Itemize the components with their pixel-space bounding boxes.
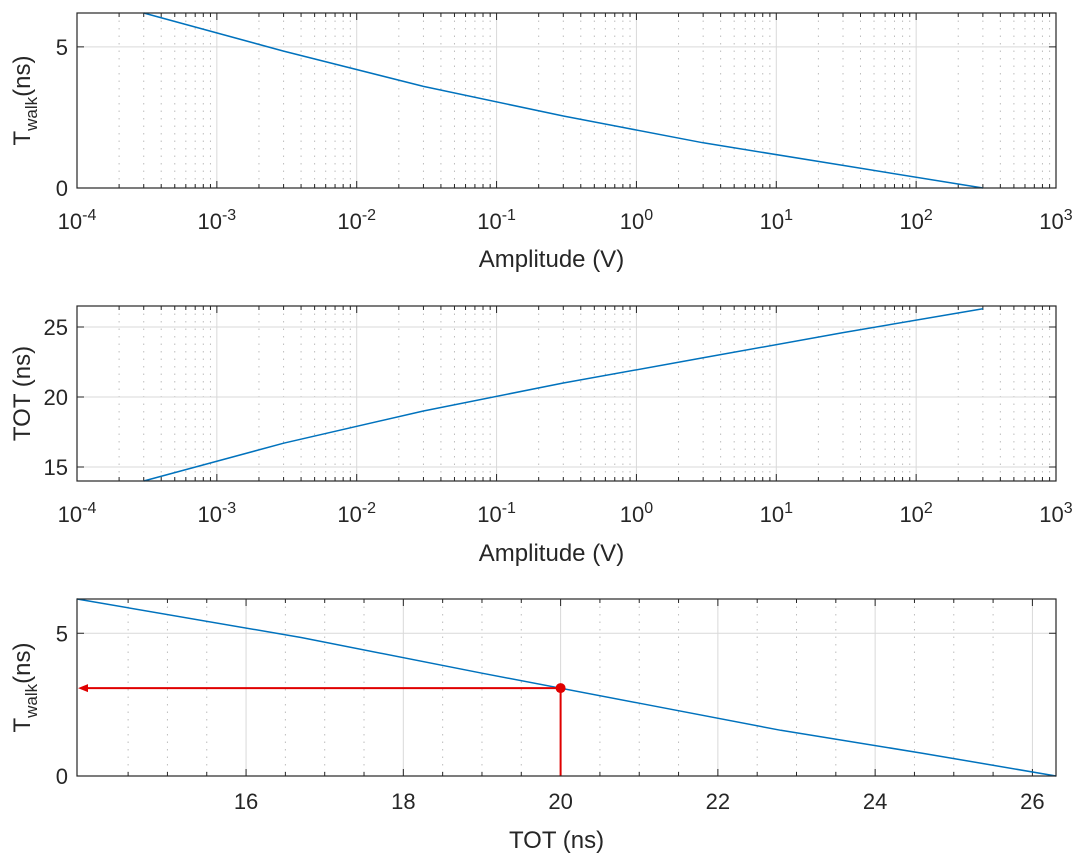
grid (77, 306, 1056, 481)
series-line (143, 308, 984, 482)
y-tick-label: 20 (44, 385, 68, 410)
x-tick-label: 18 (391, 789, 415, 814)
x-tick-label: 10-4 (58, 500, 97, 527)
tick-labels: 10-4 10-3 10-2 10-1 100 101 102 103 0 5 (56, 35, 1073, 234)
y-tick-label: 5 (56, 621, 68, 646)
x-tick-label: 100 (620, 500, 653, 527)
grid (77, 13, 1056, 188)
y-tick-label: 15 (44, 455, 68, 480)
ticks (76, 13, 1057, 189)
tick-labels: 16 18 20 22 24 26 0 5 (56, 621, 1045, 814)
y-axis-label: Twalk(ns) (9, 55, 41, 145)
x-tick-label: 102 (899, 500, 932, 527)
y-tick-label: 25 (44, 315, 68, 340)
x-tick-label: 10-2 (337, 500, 376, 527)
x-tick-label: 20 (548, 789, 572, 814)
x-tick-label: 100 (620, 207, 653, 234)
x-tick-label: 22 (706, 789, 730, 814)
x-tick-label: 103 (1039, 207, 1072, 234)
amplitude-tot-panel: 10-4 10-3 10-2 10-1 100 101 102 103 15 20 25 Amplit… (9, 305, 1073, 567)
x-tick-label: 101 (760, 207, 793, 234)
x-tick-label: 26 (1020, 789, 1044, 814)
tot-walk-panel: 16 18 20 22 24 26 0 5 TOT (ns) Twalk(ns) (9, 598, 1057, 854)
x-tick-label: 24 (863, 789, 887, 814)
axes-frame (76, 305, 1057, 482)
lookup-annotation (78, 683, 566, 776)
x-tick-label: 10-1 (477, 500, 516, 527)
y-tick-label: 5 (56, 35, 68, 60)
x-tick-label: 10-3 (197, 207, 236, 234)
x-axis-label: TOT (ns) (509, 827, 604, 854)
x-tick-label: 101 (760, 500, 793, 527)
amplitude-walk-panel: 10-4 10-3 10-2 10-1 100 101 102 103 0 5 Amplitude … (9, 12, 1073, 273)
axes-frame (76, 598, 1057, 777)
x-tick-label: 10-4 (58, 207, 97, 234)
x-axis-label: Amplitude (V) (479, 246, 624, 273)
lookup-point (555, 683, 566, 694)
x-tick-label: 10-1 (477, 207, 516, 234)
x-tick-label: 16 (234, 789, 258, 814)
series-line (143, 12, 984, 189)
x-tick-label: 10-3 (197, 500, 236, 527)
x-tick-label: 10-2 (337, 207, 376, 234)
x-axis-label: Amplitude (V) (479, 540, 624, 567)
y-axis-label: TOT (ns) (9, 346, 36, 441)
axes-frame (76, 12, 1057, 189)
y-tick-label: 0 (56, 176, 68, 201)
ticks (76, 306, 1057, 481)
x-tick-label: 103 (1039, 500, 1072, 527)
x-tick-label: 102 (899, 207, 932, 234)
y-tick-label: 0 (56, 764, 68, 789)
tick-labels: 10-4 10-3 10-2 10-1 100 101 102 103 15 20 25 (44, 315, 1073, 527)
series-line (76, 598, 1057, 777)
arrowhead (78, 684, 88, 693)
y-axis-label: Twalk(ns) (9, 642, 41, 732)
